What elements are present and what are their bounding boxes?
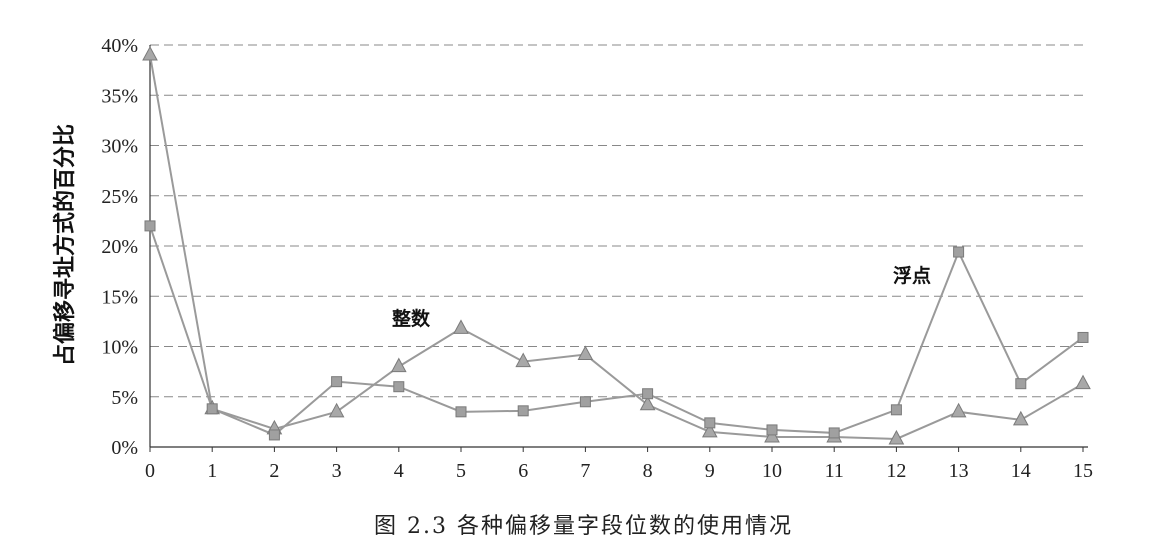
data-point-square: [207, 404, 217, 414]
y-axis-label: 占偏移寻址方式的百分比: [52, 124, 78, 366]
data-point-square: [269, 430, 279, 440]
series-line-triangle: [150, 55, 1083, 439]
x-tick-label: 13: [949, 460, 969, 482]
y-tick-label: 20%: [101, 236, 138, 258]
data-point-square: [954, 247, 964, 257]
data-point-square: [829, 428, 839, 438]
data-point-triangle: [392, 359, 406, 372]
x-tick-label: 8: [643, 460, 653, 482]
y-tick-label: 40%: [101, 35, 138, 57]
series-label-triangle: 整数: [392, 307, 431, 330]
annotations: 整数 浮点: [392, 264, 931, 330]
data-point-square: [1078, 332, 1088, 342]
data-point-triangle: [578, 347, 592, 360]
y-tick-label: 25%: [101, 186, 138, 208]
y-tick-label: 30%: [101, 136, 138, 158]
data-point-triangle: [330, 404, 344, 417]
data-point-square: [145, 221, 155, 231]
data-point-square: [891, 405, 901, 415]
x-tick-label: 9: [705, 460, 715, 482]
data-point-square: [643, 389, 653, 399]
x-tick-label: 0: [145, 460, 155, 482]
x-tick-label: 11: [825, 460, 844, 482]
axes: [150, 45, 1088, 452]
data-point-square: [456, 407, 466, 417]
data-point-square: [767, 425, 777, 435]
y-tick-label: 10%: [101, 337, 138, 359]
y-tick-label: 0%: [111, 437, 138, 459]
data-point-triangle: [1076, 376, 1090, 389]
y-tick-labels: 0% 5% 10% 15% 20% 25% 30% 35% 40%: [101, 35, 138, 459]
x-tick-label: 7: [580, 460, 590, 482]
x-tick-label: 4: [394, 460, 404, 482]
data-point-triangle: [454, 320, 468, 333]
x-tick-label: 6: [518, 460, 528, 482]
x-tick-label: 3: [332, 460, 342, 482]
data-point-square: [705, 418, 715, 428]
x-tick-labels: 0 1 2 3 4 5 6 7 8 9 10 11 12 13 14 15: [145, 460, 1093, 482]
x-tick-label: 5: [456, 460, 466, 482]
y-tick-label: 15%: [101, 286, 138, 308]
figure-caption: 图 2.3 各种偏移量字段位数的使用情况: [0, 508, 1167, 540]
grid-lines: [150, 45, 1088, 397]
data-point-square: [394, 382, 404, 392]
x-tick-label: 2: [269, 460, 279, 482]
y-tick-label: 35%: [101, 85, 138, 107]
series-line-square: [150, 226, 1083, 435]
x-tick-label: 10: [762, 460, 782, 482]
x-tick-label: 14: [1011, 460, 1031, 482]
x-tick-label: 12: [886, 460, 906, 482]
data-point-square: [518, 406, 528, 416]
data-point-square: [1016, 379, 1026, 389]
x-tick-label: 15: [1073, 460, 1093, 482]
x-tick-label: 1: [207, 460, 217, 482]
data-point-square: [332, 377, 342, 387]
data-point-square: [580, 397, 590, 407]
series-label-square: 浮点: [893, 264, 931, 287]
y-tick-label: 5%: [111, 387, 138, 409]
data-point-triangle: [143, 47, 157, 60]
data-point-triangle: [952, 404, 966, 417]
